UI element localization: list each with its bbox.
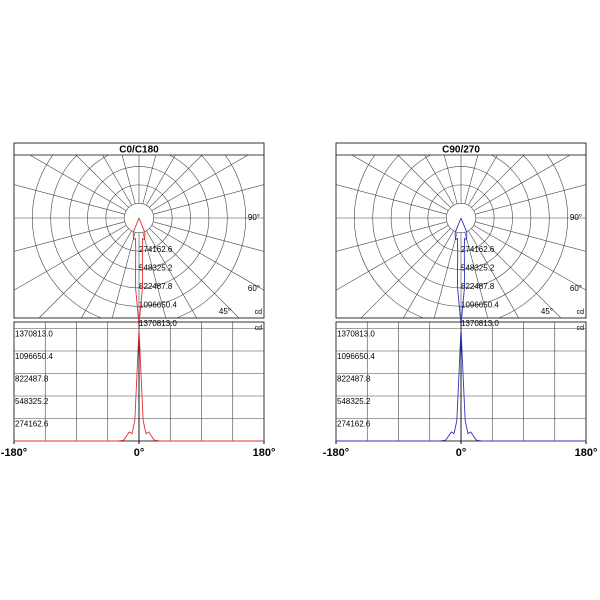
angle-label: 60° (248, 284, 260, 293)
polar-ray (142, 232, 167, 318)
polar-ray (464, 232, 489, 318)
polar-ray (471, 228, 562, 318)
y-tick-label: 1370813.0 (337, 330, 375, 339)
polar-ray (75, 155, 129, 208)
y-tick-label: 274162.6 (15, 420, 49, 429)
polar-ray (475, 184, 586, 215)
chart-title: C0/C180 (119, 145, 159, 156)
polar-ray (468, 155, 498, 206)
polar-ray (471, 155, 525, 208)
polar-grid (14, 155, 264, 318)
polar-tick-label: 1370813.0 (461, 319, 499, 328)
polar-ray (351, 155, 449, 211)
polar-ray (360, 228, 451, 318)
y-tick-label: 274162.6 (337, 420, 371, 429)
polar-ray (402, 230, 454, 318)
polar-ray (336, 221, 447, 252)
unit-label: cd (255, 325, 263, 332)
angle-label: 60° (570, 284, 582, 293)
intensity-curve (14, 328, 264, 442)
polar-ray (80, 230, 132, 318)
angle-label: 90° (570, 213, 582, 222)
x-tick-label: -180° (1, 447, 27, 459)
chart-title: C90/270 (442, 145, 480, 156)
polar-tick-label: 274162.6 (461, 245, 495, 254)
y-tick-label: 1096650.4 (15, 352, 53, 361)
polar-tick-label: 1370813.0 (139, 319, 177, 328)
polar-ray (146, 155, 176, 206)
x-tick-label: -180° (323, 447, 349, 459)
polar-ray (102, 155, 132, 206)
polar-ray (146, 230, 198, 318)
polar-ray (142, 155, 157, 204)
polar-ray (111, 232, 136, 318)
polar-tick-label: 274162.6 (139, 245, 173, 254)
unit-label: cd (577, 325, 585, 332)
polar-ray (121, 155, 136, 204)
polar-ray (149, 228, 240, 318)
y-tick-label: 548325.2 (15, 397, 49, 406)
polar-ray (14, 225, 127, 291)
polar-ray (336, 184, 447, 215)
polar-ray (151, 225, 264, 291)
x-tick-label: 0° (456, 447, 467, 459)
polar-grid (336, 155, 586, 318)
polar-ray (468, 230, 520, 318)
polar-tick-label: 822487.8 (461, 282, 495, 291)
polar-ray (38, 228, 129, 318)
polar-ray (151, 155, 249, 211)
x-tick-label: 0° (134, 447, 145, 459)
y-tick-label: 1096650.4 (337, 352, 375, 361)
polar-ray (473, 225, 586, 291)
polar-ray (29, 155, 127, 211)
polar-ray (14, 184, 125, 215)
polar-ray (475, 221, 586, 252)
unit-label: cd (255, 309, 263, 316)
polar-ray (443, 155, 458, 204)
polar-ray (397, 155, 451, 208)
polar-tick-label: 548325.2 (139, 264, 173, 273)
polar-ray (424, 155, 454, 206)
polar-tick-label: 822487.8 (139, 282, 173, 291)
y-tick-label: 822487.8 (337, 375, 371, 384)
angle-label: 45° (219, 307, 231, 316)
polar-ray (433, 232, 458, 318)
x-tick-label: 180° (575, 447, 598, 459)
panel: C90/270 274162.6 548325.2 822487.8 1096650.4… (323, 142, 598, 459)
polar-ray (149, 155, 203, 208)
polar-tick-label: 1096650.4 (461, 300, 499, 309)
intensity-curve (336, 328, 586, 442)
polar-ray (14, 221, 125, 252)
angle-label: 45° (541, 307, 553, 316)
angle-label: 90° (248, 213, 260, 222)
polar-ray (473, 155, 571, 211)
polar-ray (153, 184, 264, 215)
x-tick-label: 180° (253, 447, 276, 459)
y-tick-label: 822487.8 (15, 375, 49, 384)
unit-label: cd (577, 309, 585, 316)
polar-ray (336, 225, 449, 291)
panel: C0/C180 274162.6 548325.2 822487.8 1096650.4… (1, 142, 276, 459)
polar-ray (153, 221, 264, 252)
polar-tick-label: 1096650.4 (139, 300, 177, 309)
y-tick-label: 1370813.0 (15, 330, 53, 339)
polar-ray (464, 155, 479, 204)
polar-tick-label: 548325.2 (461, 264, 495, 273)
y-tick-label: 548325.2 (337, 397, 371, 406)
